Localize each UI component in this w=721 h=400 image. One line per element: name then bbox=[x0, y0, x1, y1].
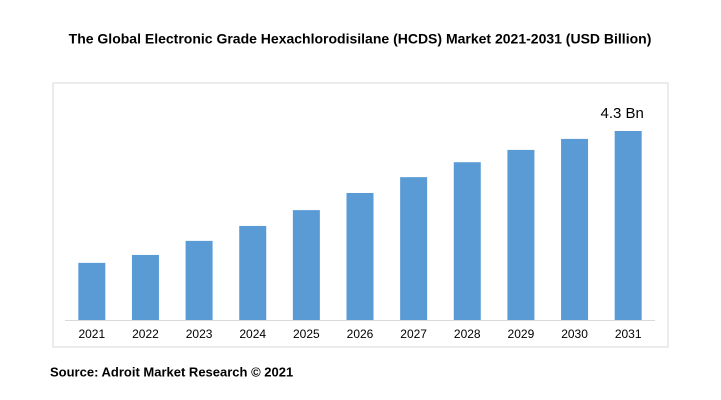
x-tick-label: 2026 bbox=[347, 327, 374, 341]
bar bbox=[131, 254, 159, 320]
x-tick-label: 2029 bbox=[508, 327, 535, 341]
x-tick-label: 2030 bbox=[561, 327, 588, 341]
bar bbox=[453, 162, 481, 320]
bar bbox=[400, 177, 428, 320]
source: Source: Adroit Market Research © 2021 bbox=[50, 364, 293, 379]
x-tick-label: 2021 bbox=[78, 327, 105, 341]
x-tick-label: 2022 bbox=[132, 327, 159, 341]
bar bbox=[507, 149, 535, 320]
bar bbox=[78, 262, 106, 320]
x-tick-label: 2023 bbox=[186, 327, 213, 341]
x-tick-label: 2024 bbox=[239, 327, 266, 341]
value-label: 4.3 Bn bbox=[600, 105, 643, 122]
bar bbox=[614, 131, 642, 320]
x-tick-label: 2031 bbox=[615, 327, 642, 341]
bar bbox=[239, 225, 267, 320]
bar bbox=[292, 210, 320, 320]
x-tick-label: 2027 bbox=[400, 327, 427, 341]
x-tick-label: 2025 bbox=[293, 327, 320, 341]
x-tick-label: 2028 bbox=[454, 327, 481, 341]
chart-title: The Global Electronic Grade Hexachlorodi… bbox=[69, 31, 652, 47]
bar bbox=[185, 240, 213, 320]
bar bbox=[561, 138, 589, 320]
bar bbox=[346, 192, 374, 320]
